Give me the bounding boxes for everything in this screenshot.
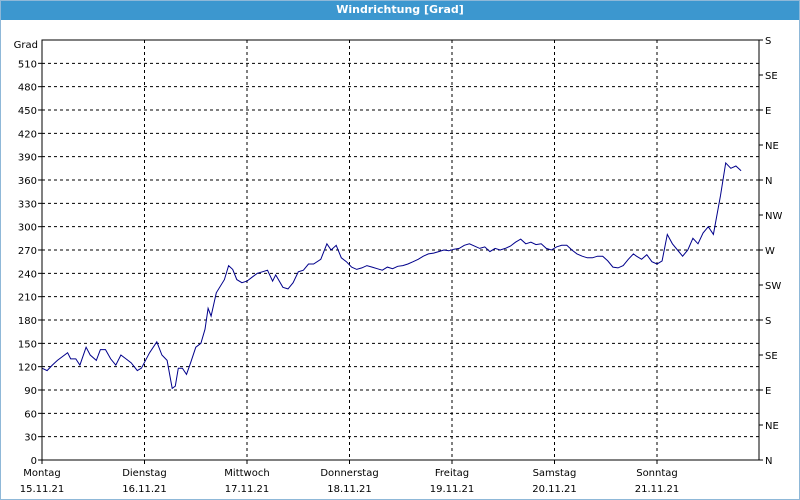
x-axis-labels: Montag 15.11.21 Dienstag 16.11.21 Mittwoch 17… bbox=[20, 460, 680, 495]
y2-tick-label: N bbox=[765, 456, 772, 467]
wind-direction-chart: Grad 0 30 60 90 120 150 180 210 240 270 300 330 360 3… bbox=[14, 36, 783, 495]
y-tick-label: 390 bbox=[18, 153, 37, 164]
y-axis-right-ticks: N NE E SE S SW W NW N NE E SE S bbox=[759, 36, 782, 467]
y-tick-label: 60 bbox=[24, 409, 37, 420]
y-axis-left-ticks: 0 30 60 90 120 150 180 210 240 270 300 330 360 390 420… bbox=[18, 59, 42, 467]
series-line-0 bbox=[41, 161, 742, 390]
y2-tick-label: NW bbox=[765, 211, 782, 222]
y2-tick-label: NE bbox=[765, 421, 779, 432]
x-weekday-label: Dienstag bbox=[122, 468, 167, 479]
y-tick-label: 330 bbox=[18, 199, 37, 210]
y2-tick-label: S bbox=[765, 316, 771, 327]
y-tick-label: 510 bbox=[18, 59, 37, 70]
x-date-label: 16.11.21 bbox=[122, 484, 167, 495]
series-layer bbox=[41, 161, 742, 390]
y-tick-label: 120 bbox=[18, 363, 37, 374]
x-weekday-label: Mittwoch bbox=[224, 468, 269, 479]
x-weekday-label: Donnerstag bbox=[320, 468, 378, 479]
grid-layer bbox=[42, 40, 759, 460]
x-date-label: 19.11.21 bbox=[430, 484, 475, 495]
y2-tick-label: N bbox=[765, 176, 772, 187]
y2-tick-label: SW bbox=[765, 281, 781, 292]
chart-title: Windrichtung [Grad] bbox=[0, 0, 800, 20]
x-weekday-label: Montag bbox=[23, 468, 60, 479]
y2-tick-label: W bbox=[765, 246, 775, 257]
y-tick-label: 210 bbox=[18, 293, 37, 304]
y2-tick-label: E bbox=[765, 106, 771, 117]
y-tick-label: 180 bbox=[18, 316, 37, 327]
x-date-label: 15.11.21 bbox=[20, 484, 65, 495]
y2-tick-label: SE bbox=[765, 71, 778, 82]
x-weekday-label: Samstag bbox=[533, 468, 577, 479]
y2-tick-label: SE bbox=[765, 351, 778, 362]
y-tick-label: 30 bbox=[24, 433, 37, 444]
x-weekday-label: Freitag bbox=[435, 468, 469, 479]
plot-frame bbox=[41, 39, 760, 461]
y-tick-label: 270 bbox=[18, 246, 37, 257]
y-tick-label: 360 bbox=[18, 176, 37, 187]
y-tick-label: 450 bbox=[18, 106, 37, 117]
x-weekday-label: Sonntag bbox=[636, 468, 678, 479]
x-date-label: 20.11.21 bbox=[532, 484, 577, 495]
x-date-label: 21.11.21 bbox=[635, 484, 680, 495]
y-axis-title: Grad bbox=[14, 40, 38, 51]
y-tick-label: 240 bbox=[18, 269, 37, 280]
x-date-label: 18.11.21 bbox=[327, 484, 372, 495]
y2-tick-label: E bbox=[765, 386, 771, 397]
y-tick-label: 90 bbox=[24, 386, 37, 397]
y-tick-label: 480 bbox=[18, 83, 37, 94]
y2-tick-label: S bbox=[765, 36, 771, 47]
y-tick-label: 420 bbox=[18, 129, 37, 140]
y-tick-label: 150 bbox=[18, 339, 37, 350]
x-date-label: 17.11.21 bbox=[225, 484, 270, 495]
y-tick-label: 0 bbox=[31, 456, 37, 467]
y-tick-label: 300 bbox=[18, 223, 37, 234]
y2-tick-label: NE bbox=[765, 141, 779, 152]
